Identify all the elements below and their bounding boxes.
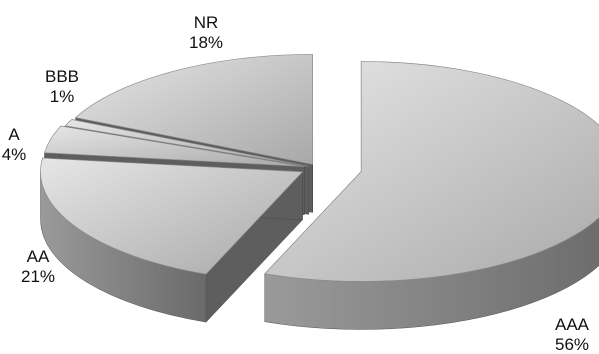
- slice-label-value: 21%: [21, 267, 55, 286]
- slice-label-name: A: [8, 125, 20, 144]
- slice-label-name: BBB: [45, 67, 79, 86]
- slice-nr: [74, 54, 313, 165]
- slice-label-bbb: BBB 1%: [45, 67, 79, 106]
- slice-label-name: NR: [194, 13, 219, 32]
- slice-label-value: 4%: [2, 145, 27, 164]
- slice-label-value: 56%: [555, 335, 589, 354]
- slice-labels: AAA 56%AA 21%A 4%BBB 1%NR 18%: [2, 13, 590, 354]
- slice-label-nr: NR 18%: [189, 13, 223, 52]
- slice-label-value: 18%: [189, 33, 223, 52]
- slice-label-a: A 4%: [2, 125, 27, 164]
- slice-label-name: AA: [27, 247, 50, 266]
- slice-label-aa: AA 21%: [21, 247, 55, 286]
- slice-aaa: [264, 61, 599, 282]
- slice-label-aaa: AAA 56%: [555, 315, 590, 354]
- slice-label-name: AAA: [555, 315, 590, 334]
- slice-a: [44, 125, 305, 167]
- slice-tops: [40, 54, 599, 282]
- slice-label-value: 1%: [50, 87, 75, 106]
- slice-bbb: [64, 119, 309, 167]
- slice-aa: [40, 157, 304, 275]
